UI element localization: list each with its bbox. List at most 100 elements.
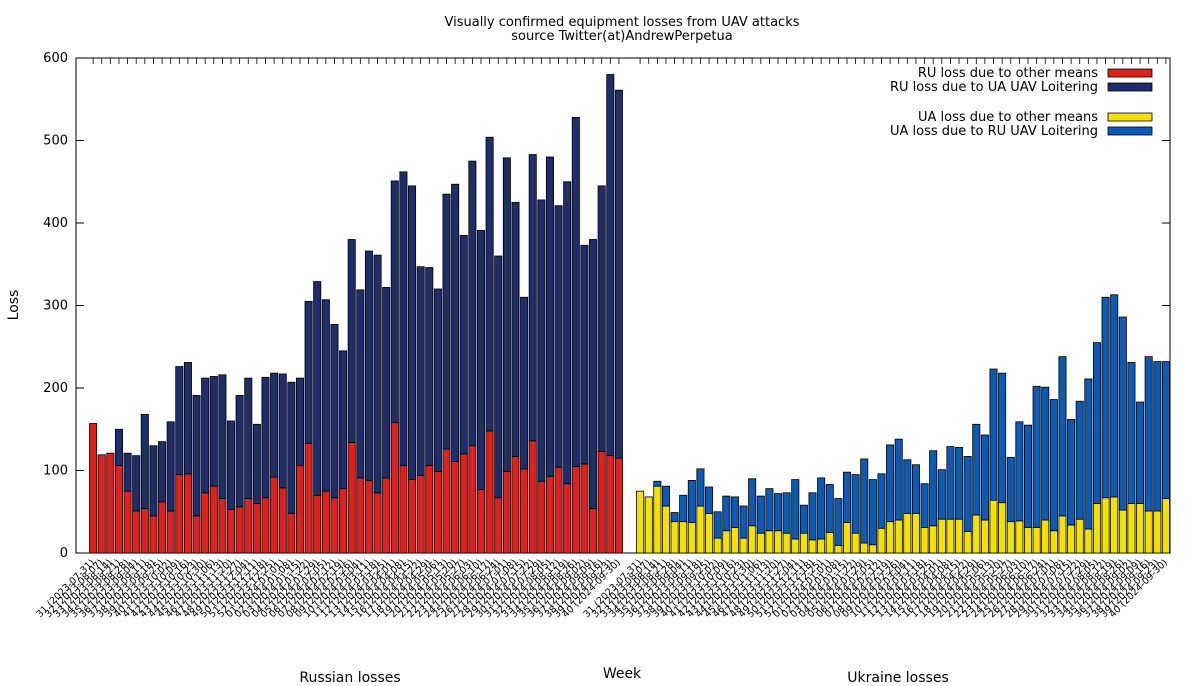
bar-ru-other bbox=[399, 465, 408, 554]
y-tick-label: 300 bbox=[43, 299, 68, 314]
bar-ru-uav bbox=[408, 185, 417, 480]
legend-label: UA loss due to other means bbox=[918, 110, 1098, 125]
bar-ru-other bbox=[209, 485, 218, 554]
bar-ru-other bbox=[330, 497, 339, 554]
bar-ua-other bbox=[636, 490, 645, 554]
bar-ru-other bbox=[476, 489, 485, 554]
bar-ru-uav bbox=[278, 373, 287, 489]
bar-ua-other bbox=[748, 525, 757, 554]
bar-ru-other bbox=[614, 457, 623, 554]
bar-ru-other bbox=[597, 451, 606, 554]
bar-ru-other bbox=[356, 477, 365, 554]
bar-ru-other bbox=[468, 445, 477, 554]
bar-ru-other bbox=[459, 453, 468, 554]
bar-ru-uav bbox=[270, 372, 279, 478]
bar-ru-uav bbox=[373, 254, 382, 494]
bar-ru-uav bbox=[183, 362, 192, 475]
bar-ua-uav bbox=[765, 488, 774, 532]
bar-ru-other bbox=[494, 497, 503, 554]
bar-ru-uav bbox=[252, 423, 261, 504]
group-label-russian: Russian losses bbox=[299, 670, 400, 686]
bar-ru-uav bbox=[227, 420, 236, 510]
bar-ua-uav bbox=[1049, 399, 1058, 532]
legend-swatch bbox=[1107, 82, 1153, 92]
bar-ru-uav bbox=[442, 193, 451, 450]
bar-ru-other bbox=[520, 468, 529, 554]
bar-ua-other bbox=[1144, 510, 1153, 554]
bar-ru-uav bbox=[149, 445, 158, 517]
bar-ua-uav bbox=[963, 456, 972, 532]
bar-ru-other bbox=[451, 461, 460, 554]
bar-ru-other bbox=[571, 465, 580, 554]
bar-ua-other bbox=[980, 519, 989, 554]
bar-ua-uav bbox=[1041, 386, 1050, 521]
bar-ru-other bbox=[545, 475, 554, 554]
bar-ua-uav bbox=[989, 368, 998, 501]
bar-ru-uav bbox=[192, 395, 201, 517]
bar-ua-uav bbox=[1101, 296, 1110, 499]
y-axis-label: Loss bbox=[6, 290, 22, 321]
bar-ua-other bbox=[1006, 521, 1015, 554]
bar-ru-uav bbox=[201, 377, 210, 494]
bar-ru-other bbox=[227, 508, 236, 554]
bar-ru-uav bbox=[485, 136, 494, 432]
y-tick-label: 200 bbox=[43, 381, 68, 396]
bar-ua-uav bbox=[886, 444, 895, 523]
bar-ru-other bbox=[563, 483, 572, 554]
bar-ru-uav bbox=[140, 413, 149, 509]
bar-ru-other bbox=[106, 452, 115, 554]
bar-ru-uav bbox=[614, 89, 623, 459]
bar-ru-uav bbox=[459, 234, 468, 455]
bar-ru-uav bbox=[528, 154, 537, 442]
bar-ua-other bbox=[713, 537, 722, 554]
bar-ua-uav bbox=[774, 493, 783, 532]
bar-ua-other bbox=[851, 532, 860, 554]
bar-ru-other bbox=[528, 440, 537, 554]
bar-ua-uav bbox=[661, 485, 670, 507]
bar-ua-other bbox=[877, 527, 886, 554]
bar-ru-other bbox=[554, 466, 563, 554]
bar-ua-other bbox=[705, 513, 714, 554]
bar-ua-other bbox=[842, 522, 851, 554]
bar-ua-other bbox=[911, 513, 920, 554]
bar-ua-other bbox=[1058, 515, 1067, 554]
bar-ua-uav bbox=[1075, 400, 1084, 520]
bar-ua-uav bbox=[834, 498, 843, 546]
bar-ua-other bbox=[886, 521, 895, 554]
bar-ua-uav bbox=[972, 423, 981, 516]
bar-ua-uav bbox=[791, 479, 800, 540]
legend-label: RU loss due to other means bbox=[918, 66, 1098, 81]
bar-ru-uav bbox=[175, 366, 184, 476]
bar-ru-other bbox=[502, 470, 511, 554]
bar-ua-other bbox=[868, 544, 877, 554]
bar-ua-other bbox=[670, 521, 679, 554]
bar-ua-other bbox=[687, 522, 696, 554]
bar-ua-other bbox=[1024, 527, 1033, 554]
bar-ru-other bbox=[606, 455, 615, 554]
bar-ru-other bbox=[390, 422, 399, 554]
bar-ru-other bbox=[295, 465, 304, 554]
bar-ua-uav bbox=[946, 446, 955, 520]
bar-ru-other bbox=[270, 476, 279, 554]
bar-ua-uav bbox=[782, 492, 791, 534]
bar-ua-uav bbox=[687, 479, 696, 523]
bar-ua-other bbox=[644, 496, 653, 554]
bar-ru-uav bbox=[545, 156, 554, 477]
chart-subtitle: source Twitter(at)AndrewPerpetua bbox=[511, 29, 732, 44]
bar-ru-other bbox=[201, 492, 210, 554]
bar-ua-other bbox=[894, 519, 903, 554]
bar-ua-other bbox=[972, 514, 981, 554]
bar-ua-uav bbox=[955, 446, 964, 520]
bar-ru-uav bbox=[330, 324, 339, 499]
bar-ru-other bbox=[321, 490, 330, 554]
bar-ru-uav bbox=[390, 180, 399, 424]
bar-ru-other bbox=[304, 442, 313, 554]
bar-ua-uav bbox=[1144, 356, 1153, 512]
bar-ua-other bbox=[937, 518, 946, 554]
bar-ua-uav bbox=[851, 474, 860, 534]
legend-label: UA loss due to RU UAV Loitering bbox=[890, 124, 1098, 139]
bar-ua-uav bbox=[696, 468, 705, 507]
bar-ua-uav bbox=[1015, 421, 1024, 522]
bar-ua-uav bbox=[1118, 316, 1127, 511]
